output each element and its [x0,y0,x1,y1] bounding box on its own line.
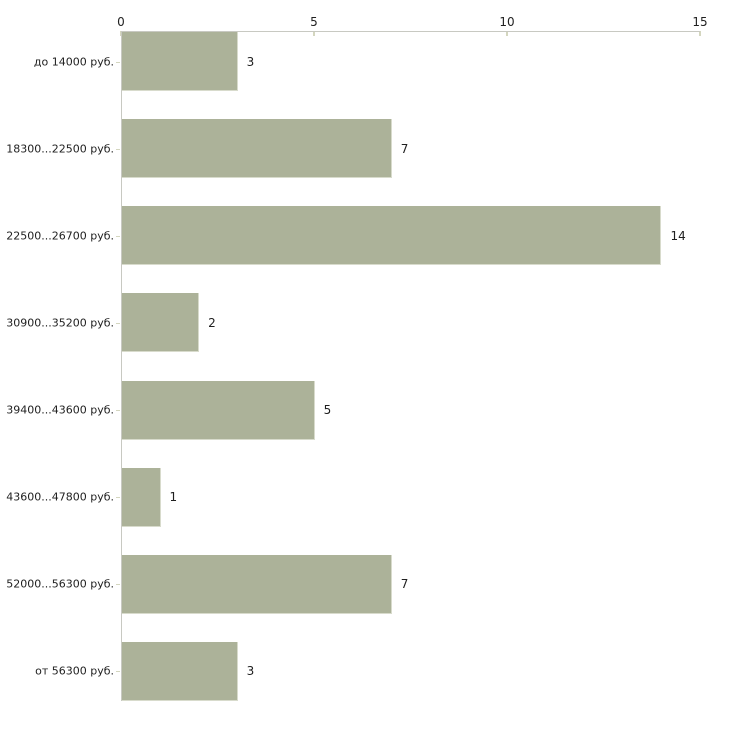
x-axis-tick-mark [313,31,315,36]
category-label: 43600...47800 руб. [6,490,114,504]
bar-row: 39400...43600 руб. 5 [6,380,700,440]
x-axis-tick-mark [699,31,701,36]
value-label: 7 [400,577,409,592]
value-label: 14 [670,228,686,243]
category-label: 52000...56300 руб. [6,577,114,591]
y-axis-tick-mark [116,497,120,499]
value-label: 3 [246,664,255,679]
bar [122,293,200,353]
category-label: до 14000 руб. [33,55,114,68]
bar [122,467,161,527]
x-axis-tick-label: 5 [310,15,318,29]
bar-row: 30900...35200 руб. 2 [6,293,700,353]
plot-area: до 14000 руб. 3 18300...22500 руб. 7 22500..… [6,31,700,701]
x-axis-tick-label: 10 [499,15,515,29]
bar [122,206,662,266]
bar [122,32,238,91]
value-label: 1 [169,490,178,505]
bar-row: от 56300 руб. 3 [35,641,700,701]
x-axis-tick-label: 15 [692,15,708,29]
y-axis-tick-mark [116,322,120,324]
bar [122,641,238,701]
y-axis-tick-mark [116,671,120,673]
x-axis-tick-mark [506,31,508,36]
y-axis-tick-mark [116,410,120,412]
bar [122,380,315,440]
value-label: 7 [400,141,409,156]
bar-row: до 14000 руб. 3 [34,32,700,91]
x-axis-tick-label: 0 [117,15,125,29]
value-label: 2 [208,315,216,330]
category-label: от 56300 руб. [35,664,114,678]
category-label: 39400...43600 руб. [6,403,114,417]
y-axis-tick-mark [116,148,120,150]
category-label: 22500...26700 руб. [6,229,114,243]
bar-row: 52000...56300 руб. 7 [6,554,700,614]
bar [122,554,392,614]
y-axis-tick-mark [116,584,120,586]
category-label: 30900...35200 руб. [6,316,114,330]
y-axis-tick-mark [116,235,120,237]
category-label: 18300...22500 руб. [6,142,114,156]
value-label: 3 [246,54,255,69]
bar-row: 18300...22500 руб. 7 [6,119,700,179]
value-label: 5 [323,403,332,418]
bar-row: 43600...47800 руб. 1 [6,467,700,527]
bar [122,119,392,179]
y-axis-tick-mark [116,61,120,63]
bar-row: 22500...26700 руб. 14 [6,206,700,266]
